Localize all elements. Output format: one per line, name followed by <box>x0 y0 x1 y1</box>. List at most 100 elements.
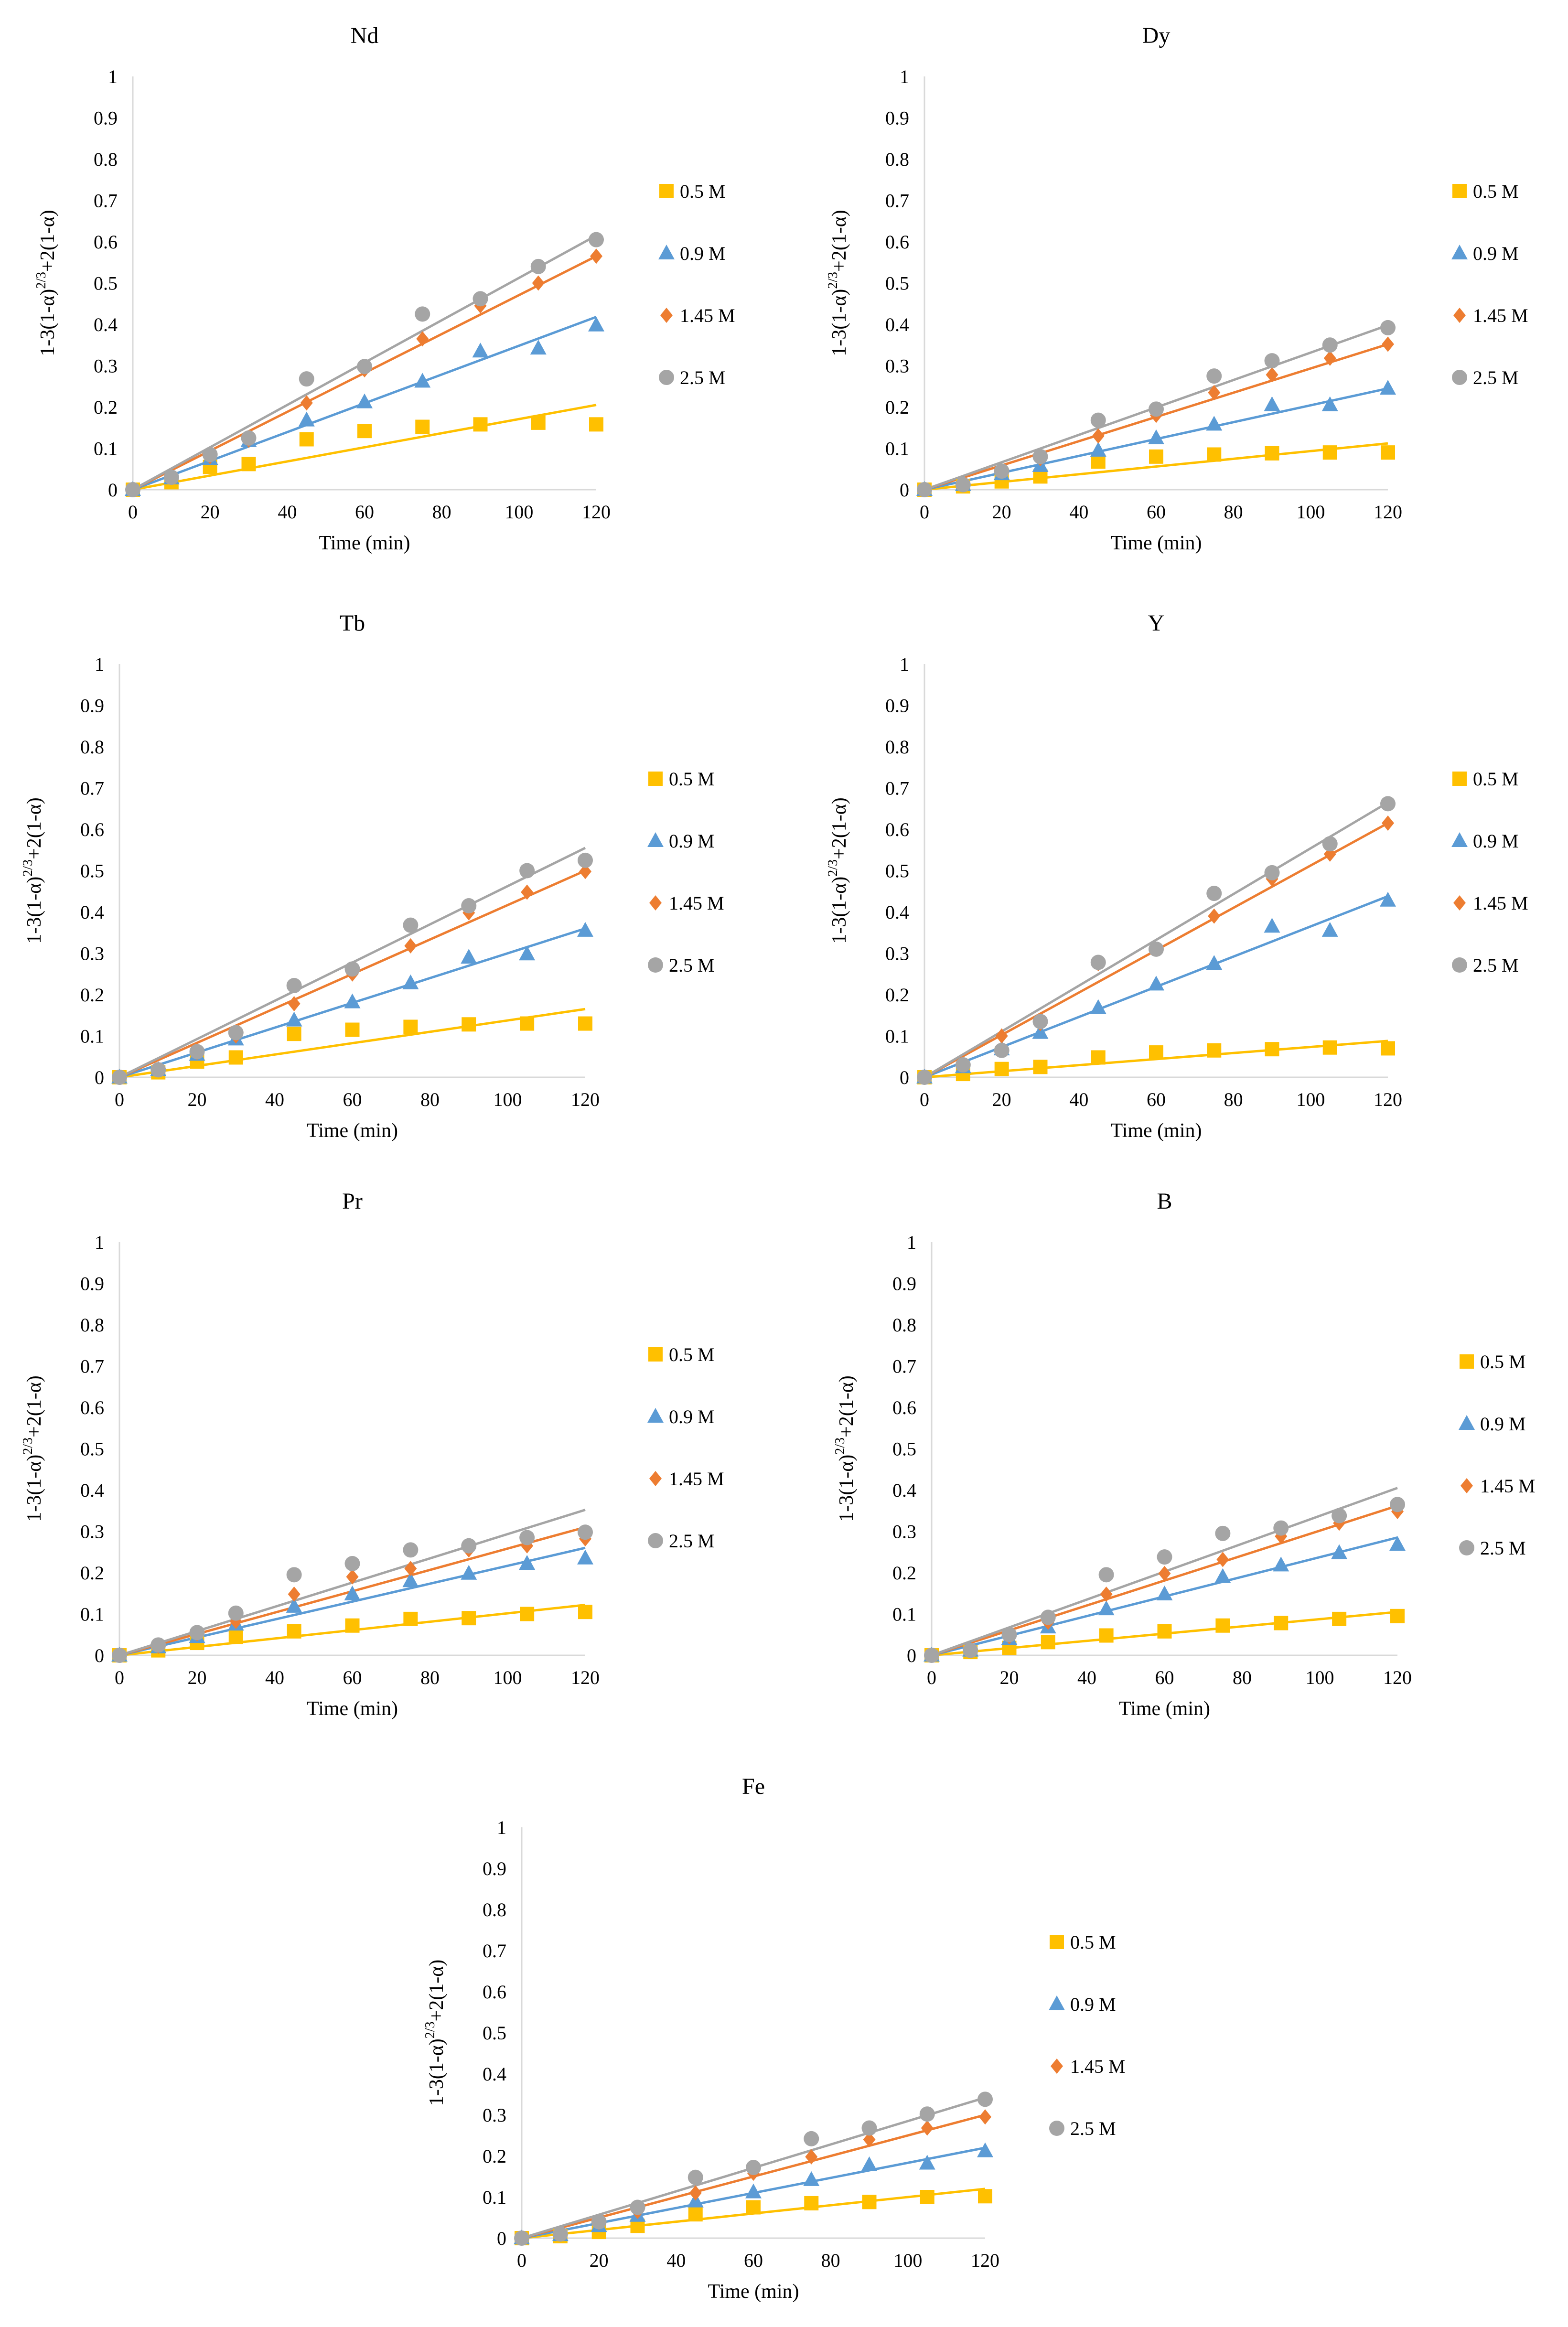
chart-dy: Dy 0 0.1 0.2 0.3 0.4 0.5 0.6 0.7 0.8 0.9 1 0 20 40 60 80… <box>826 23 1528 554</box>
data-point <box>344 1555 360 1571</box>
y-tick-label: 0.6 <box>885 819 909 840</box>
data-point <box>1381 445 1395 460</box>
legend-marker <box>647 832 664 847</box>
x-tick-label: 0 <box>115 1089 124 1110</box>
legend-marker <box>1049 2121 1064 2136</box>
data-point <box>112 1070 127 1085</box>
legend-marker <box>649 895 662 911</box>
data-point <box>1091 1050 1106 1065</box>
data-point <box>1265 1042 1279 1057</box>
data-point <box>1273 1556 1289 1572</box>
data-point <box>861 2156 878 2171</box>
chart-y: Y 0 0.1 0.2 0.3 0.4 0.5 0.6 0.7 0.8 0.9 1 0 20 40 60 80 1… <box>826 611 1528 1142</box>
y-tick-label: 0.2 <box>94 397 118 418</box>
data-point <box>995 1028 1008 1044</box>
y-tick-label: 0.3 <box>892 1521 916 1543</box>
data-point <box>919 2155 935 2170</box>
data-point <box>521 884 534 900</box>
data-point <box>514 2230 529 2246</box>
y-axis-label: 1-3(1-α)2/3+2(1-α) <box>826 210 850 356</box>
data-point <box>1032 449 1048 464</box>
x-tick-label: 0 <box>128 501 138 523</box>
legend-marker <box>1453 895 1466 911</box>
x-tick-label: 80 <box>420 1089 440 1110</box>
data-point <box>1206 416 1223 431</box>
data-point <box>588 316 604 332</box>
y-tick-label: 0.1 <box>483 2187 506 2208</box>
legend-label: 0.9 M <box>1473 830 1519 852</box>
y-tick-label: 0.3 <box>80 943 104 965</box>
data-point <box>577 1549 593 1565</box>
data-point <box>861 2120 877 2136</box>
legend-marker <box>648 1347 663 1362</box>
data-point <box>345 1022 360 1037</box>
legend-marker <box>1451 245 1468 259</box>
x-tick-label: 20 <box>1000 1667 1019 1688</box>
data-point <box>357 424 372 439</box>
data-point <box>1264 918 1280 933</box>
y-axis-label: 1-3(1-α)2/3+2(1-α) <box>21 1375 45 1522</box>
y-tick-label: 0.4 <box>885 314 909 335</box>
legend-marker <box>1451 832 1468 847</box>
data-point <box>1331 1544 1348 1559</box>
data-point <box>1032 1024 1049 1039</box>
y-tick-label: 0.9 <box>892 1273 916 1295</box>
x-tick-label: 80 <box>1224 1089 1243 1110</box>
data-point <box>462 1017 476 1032</box>
y-tick-label: 0.6 <box>80 1397 104 1418</box>
x-tick-label: 40 <box>1077 1667 1096 1688</box>
x-tick-label: 20 <box>201 501 220 523</box>
legend-label: 1.45 M <box>680 305 735 326</box>
y-axis-label: 1-3(1-α)2/3+2(1-α) <box>826 797 850 944</box>
data-point <box>863 2132 876 2147</box>
data-point <box>125 482 140 497</box>
x-tick-label: 100 <box>1296 501 1325 523</box>
data-point <box>403 1019 418 1034</box>
legend-label: 0.9 M <box>669 1406 715 1427</box>
data-point <box>403 917 419 933</box>
data-point <box>1214 1568 1231 1583</box>
data-point <box>1092 428 1105 444</box>
data-point <box>1040 1609 1056 1625</box>
data-point <box>977 2091 993 2107</box>
data-point <box>461 898 477 914</box>
legend-label: 2.5 M <box>669 1530 715 1552</box>
legend-label: 0.5 M <box>669 768 715 790</box>
x-tick-label: 0 <box>115 1667 124 1688</box>
data-point <box>1264 353 1280 369</box>
legend-label: 2.5 M <box>680 367 726 388</box>
data-point <box>746 2200 761 2215</box>
data-point <box>473 291 488 307</box>
y-tick-label: 0.5 <box>483 2022 506 2044</box>
data-point <box>241 430 257 446</box>
data-point <box>1323 350 1336 366</box>
x-tick-label: 20 <box>188 1089 207 1110</box>
y-tick-label: 0 <box>497 2228 506 2249</box>
data-point <box>228 1605 244 1621</box>
data-point <box>1332 1508 1347 1523</box>
data-point <box>1149 401 1164 417</box>
y-tick-label: 0.8 <box>483 1899 506 1920</box>
data-point <box>978 2189 992 2204</box>
data-point <box>241 457 256 472</box>
y-tick-label: 0.4 <box>80 1480 104 1501</box>
data-point <box>531 415 546 430</box>
data-point <box>578 1605 592 1619</box>
data-point <box>1216 1552 1229 1567</box>
x-axis-label: Time (min) <box>708 2281 799 2303</box>
data-point <box>1156 1585 1173 1600</box>
data-point <box>1149 449 1163 464</box>
data-point <box>403 1542 419 1558</box>
x-tick-label: 80 <box>821 2250 840 2271</box>
y-tick-label: 0.4 <box>892 1480 916 1501</box>
x-axis-label: Time (min) <box>1111 1120 1202 1142</box>
x-tick-label: 60 <box>355 501 374 523</box>
data-point <box>344 961 360 977</box>
y-tick-label: 0.5 <box>80 1438 104 1460</box>
data-point <box>1090 441 1106 457</box>
legend-label: 0.9 M <box>1480 1413 1526 1435</box>
y-tick-label: 0.2 <box>483 2145 506 2167</box>
x-tick-label: 100 <box>494 1667 522 1688</box>
data-point <box>955 1057 971 1073</box>
y-tick-label: 0.9 <box>885 695 909 717</box>
